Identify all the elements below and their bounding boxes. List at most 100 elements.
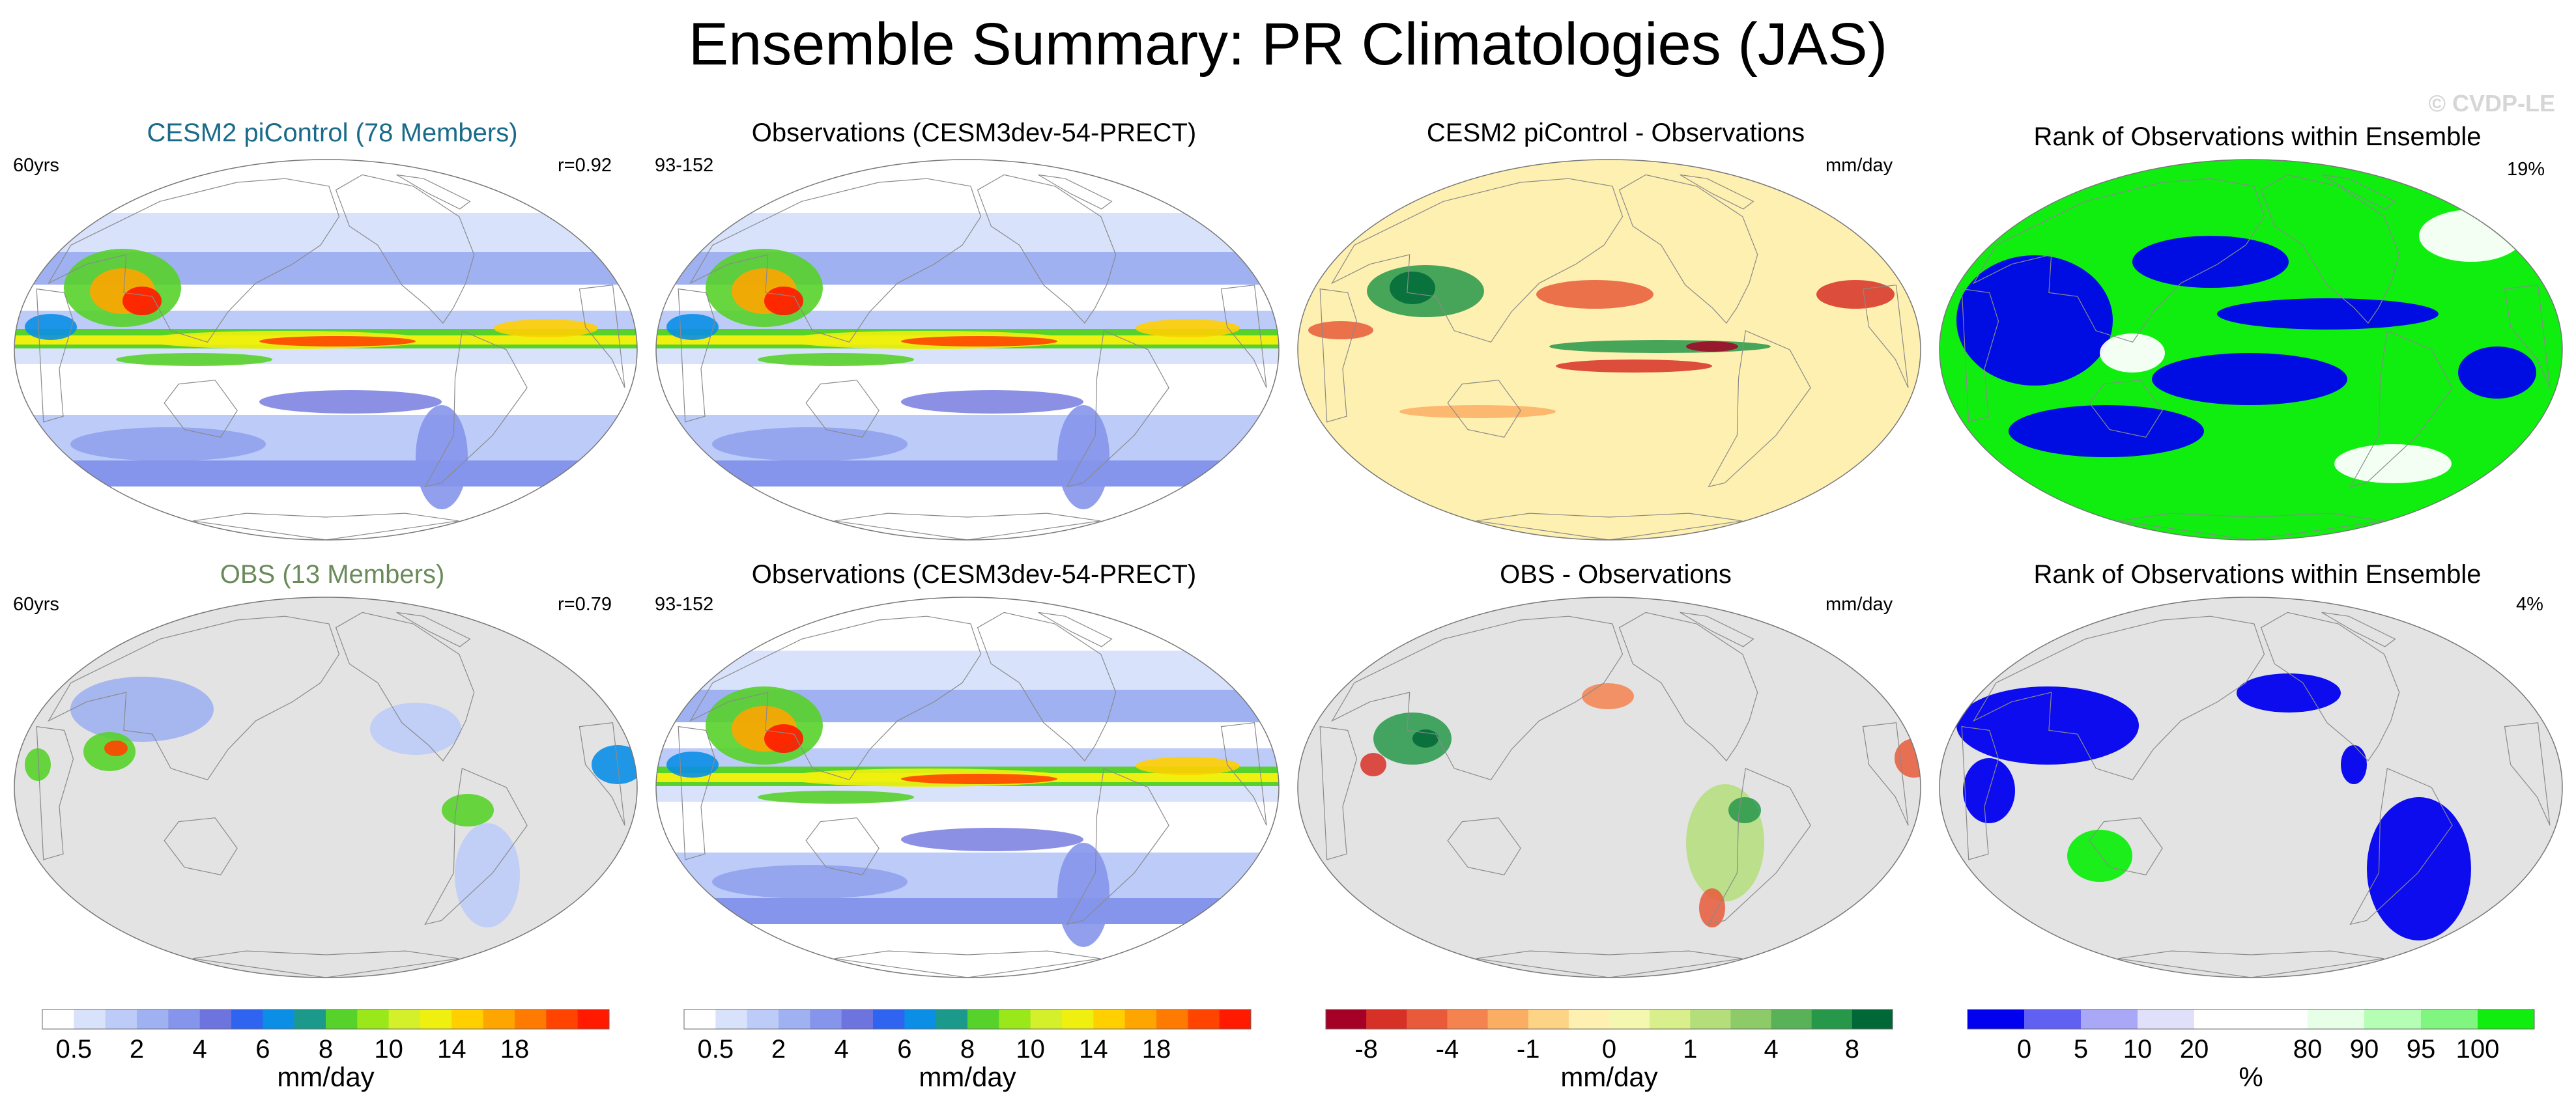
coastline xyxy=(48,178,340,343)
coastline xyxy=(36,726,74,860)
colorbar-tick-label: 20 xyxy=(2180,1035,2209,1063)
colorbar-swatch xyxy=(967,1009,999,1029)
colorbar-tick-label: 6 xyxy=(255,1035,270,1063)
colorbar-swatch xyxy=(715,1009,748,1029)
colorbar-swatch xyxy=(515,1009,547,1029)
colorbar-swatch xyxy=(231,1009,263,1029)
colorbar-swatch xyxy=(904,1009,937,1029)
coastline xyxy=(2089,380,2163,438)
colorbar-swatch xyxy=(1609,1009,1650,1029)
coastline xyxy=(2089,817,2163,875)
panel-title-model: CESM2 piControl (78 Members) xyxy=(147,119,518,147)
coastline xyxy=(678,288,716,423)
coastline xyxy=(1066,330,1169,488)
colorbar-swatch xyxy=(2138,1009,2195,1029)
colorbar-swatch xyxy=(483,1009,515,1029)
coastline xyxy=(834,950,1101,978)
colorbar-swatch xyxy=(137,1009,169,1029)
coastline xyxy=(805,380,880,438)
colorbar-swatch xyxy=(2081,1009,2138,1029)
panel-title-difference: OBS - Observations xyxy=(1500,560,1732,589)
coastline xyxy=(1973,178,2265,343)
colorbar-swatch xyxy=(1487,1009,1529,1029)
coastline xyxy=(335,174,475,324)
colorbar-swatch xyxy=(1156,1009,1188,1029)
panel-years-tag: 93-152 xyxy=(655,155,714,176)
coastline xyxy=(834,513,1101,540)
colorbar-tick-label: 6 xyxy=(897,1035,911,1063)
coastline xyxy=(1618,612,1758,762)
colorbar-tick-label: -1 xyxy=(1517,1035,1540,1063)
coastline xyxy=(1618,174,1758,324)
coastline xyxy=(2504,285,2551,388)
colorbar-tick-label: 0.5 xyxy=(56,1035,93,1063)
map-difference-land xyxy=(1297,597,1921,978)
colorbar-swatch xyxy=(2364,1009,2422,1029)
colorbar-swatch xyxy=(199,1009,232,1029)
colorbar-tick-label: 2 xyxy=(771,1035,786,1063)
colorbar-swatch xyxy=(1062,1009,1094,1029)
colorbar-unit-label: mm/day xyxy=(277,1062,375,1092)
coastline xyxy=(2321,612,2396,647)
colorbar-swatch xyxy=(1447,1009,1489,1029)
colorbar-swatch xyxy=(105,1009,137,1029)
map-border xyxy=(1939,597,2563,978)
colorbar-swatch xyxy=(2194,1009,2252,1029)
coastline xyxy=(1331,615,1624,781)
colorbar-tick-label: 0.5 xyxy=(698,1035,734,1063)
map-border xyxy=(14,597,638,978)
coastline xyxy=(1862,285,1909,388)
map-difference xyxy=(1297,159,1921,541)
colorbar-swatch xyxy=(936,1009,968,1029)
coastline xyxy=(1973,615,2265,781)
colorbar-swatch xyxy=(1326,1009,1367,1029)
colorbar-unit-label: mm/day xyxy=(1560,1062,1658,1092)
map-model-precip xyxy=(14,159,638,541)
coastline xyxy=(1862,722,1909,826)
colorbar-swatch xyxy=(747,1009,779,1029)
coastline xyxy=(424,767,528,925)
colorbar-tick-label: 8 xyxy=(319,1035,333,1063)
coastline xyxy=(1319,726,1358,860)
map-border xyxy=(1297,597,1921,978)
panel-correlation-tag: r=0.92 xyxy=(558,155,612,176)
watermark: © CVDP-LE xyxy=(2428,90,2555,117)
coastline xyxy=(689,615,982,781)
coastline xyxy=(2260,174,2400,324)
map-border xyxy=(655,597,1280,978)
colorbar-swatch xyxy=(451,1009,484,1029)
colorbar-swatch xyxy=(999,1009,1031,1029)
main-title: Ensemble Summary: PR Climatologies (JAS) xyxy=(688,11,1888,78)
colorbar-swatch xyxy=(420,1009,452,1029)
coastline xyxy=(1476,950,1743,978)
coastline xyxy=(396,612,471,647)
coastline xyxy=(1680,612,1754,647)
coastline xyxy=(48,615,340,781)
colorbar-tick-label: 1 xyxy=(1683,1035,1697,1063)
map-observations-precip xyxy=(655,597,1280,978)
colorbar-difference: -8 -4 -1 0 1 4 8 xyxy=(1325,1009,1893,1063)
map-rank-land xyxy=(1939,597,2563,978)
colorbar-swatch xyxy=(74,1009,106,1029)
panel-title-difference: CESM2 piControl - Observations xyxy=(1426,119,1805,147)
colorbar-swatch xyxy=(684,1009,716,1029)
panel-correlation-tag: r=0.79 xyxy=(558,594,612,615)
colorbar-swatch xyxy=(2308,1009,2365,1029)
colorbar-tick-label: 18 xyxy=(500,1035,530,1063)
colorbar-swatch xyxy=(168,1009,201,1029)
colorbar-tick-label: 2 xyxy=(130,1035,144,1063)
colorbar-swatch xyxy=(1030,1009,1063,1029)
map-border xyxy=(14,159,638,541)
colorbar-tick-label: 14 xyxy=(1079,1035,1108,1063)
colorbar-swatch xyxy=(810,1009,842,1029)
colorbar-tick-label: 14 xyxy=(437,1035,466,1063)
coastline xyxy=(1476,513,1743,540)
map-border xyxy=(655,159,1280,541)
panel-rank-percent-tag: 19% xyxy=(2507,159,2545,180)
colorbar-tick-label: 95 xyxy=(2407,1035,2436,1063)
panel-unit-tag: mm/day xyxy=(1825,155,1893,176)
coastline xyxy=(1961,726,1999,860)
colorbar-tick-label: 10 xyxy=(1016,1035,1045,1063)
colorbar-swatch xyxy=(1771,1009,1812,1029)
coastline xyxy=(1319,288,1358,423)
